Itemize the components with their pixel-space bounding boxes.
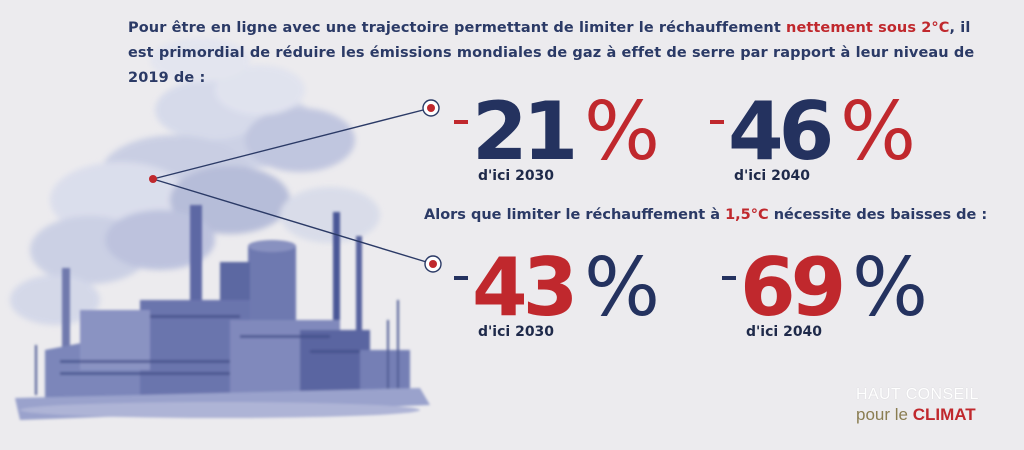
stat-value: 43: [472, 241, 578, 334]
stat-value: 21: [472, 85, 578, 178]
pointer-marker-bottom: [424, 255, 442, 273]
intro-text-part1: Pour être en ligne avec une trajectoire …: [128, 20, 787, 36]
stat-period: d'ici 2040: [734, 168, 811, 184]
intro2-text: Alors que limiter le réchauffement à 1,5…: [424, 203, 987, 228]
logo-line2: pour le CLIMAT: [856, 404, 979, 426]
stat-2c-2030: 21 % d'ici 2030: [454, 92, 664, 195]
logo-line2-accent: CLIMAT: [912, 405, 976, 424]
stat-value: 46: [728, 85, 834, 178]
logo-line1: HAUT CONSEIL: [856, 386, 979, 403]
hcc-logo: HAUT CONSEIL pour le CLIMAT: [856, 386, 979, 426]
stat-percent-sign: %: [840, 85, 917, 178]
stat-15c-2040: 69 % d'ici 2040: [722, 248, 932, 351]
intro-text-part2: , il est primordial de réduire les émiss…: [128, 20, 975, 86]
minus-sign: [710, 120, 724, 124]
intro2-text-part1: Alors que limiter le réchauffement à: [424, 207, 726, 223]
pointer-lines: [152, 107, 434, 265]
stat-period: d'ici 2040: [746, 324, 823, 340]
intro2-text-part2: nécessite des baisses de :: [768, 207, 988, 223]
stat-15c-2030: 43 % d'ici 2030: [454, 248, 664, 351]
stat-period: d'ici 2030: [478, 168, 555, 184]
minus-sign: [722, 276, 736, 280]
stat-percent-sign: %: [584, 85, 661, 178]
intro-highlight: nettement sous 2°C: [786, 20, 950, 36]
minus-sign: [454, 276, 468, 280]
factory-buildings: [15, 205, 430, 420]
stat-2c-2040: 46 % d'ici 2040: [710, 92, 920, 195]
logo-line2-prefix: pour le: [856, 405, 913, 424]
minus-sign: [454, 120, 468, 124]
factory-illustration: [10, 38, 442, 420]
stat-percent-sign: %: [584, 241, 661, 334]
stat-value: 69: [740, 241, 846, 334]
smoke-plumes: [10, 38, 380, 325]
pointer-marker-top: [422, 99, 440, 117]
stat-percent-sign: %: [852, 241, 929, 334]
stat-period: d'ici 2030: [478, 324, 555, 340]
intro2-highlight: 1,5°C: [725, 207, 769, 223]
intro-text: Pour être en ligne avec une trajectoire …: [128, 16, 988, 91]
pointer-origin-dot: [149, 175, 157, 183]
